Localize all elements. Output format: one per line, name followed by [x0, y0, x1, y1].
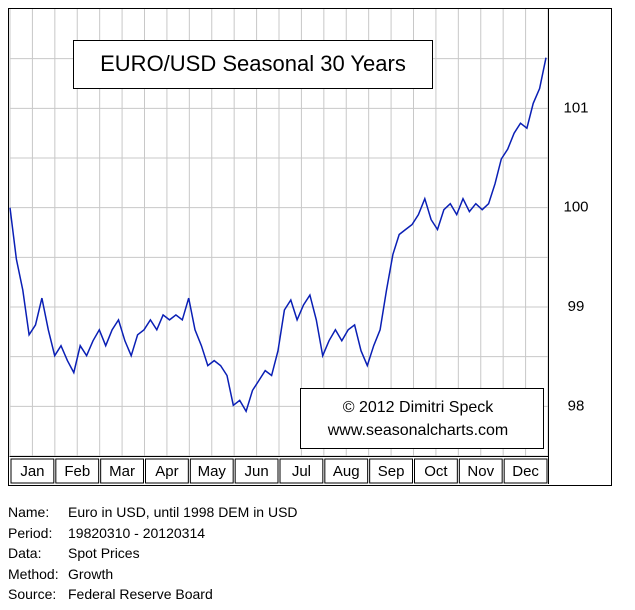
x-tick-label: Mar	[109, 463, 135, 480]
x-tick-label: Feb	[64, 463, 90, 480]
y-tick-label: 98	[568, 397, 585, 414]
info-value: 19820310 - 20120314	[68, 524, 206, 541]
month-cell	[145, 458, 189, 484]
month-cell	[503, 458, 548, 484]
info-label: Method:	[8, 565, 59, 582]
title-box	[73, 40, 433, 89]
info-row: Data: Spot Prices	[8, 543, 298, 564]
annotation-box	[300, 388, 544, 449]
info-label: Name:	[8, 504, 50, 520]
x-tick-label: Dec	[512, 463, 539, 480]
info-value: Euro in USD, until 1998 DEM in USD	[68, 504, 298, 520]
month-cell	[279, 458, 324, 484]
info-value: Federal Reserve Board	[68, 586, 213, 602]
chart-title: EURO/USD Seasonal 30 Years	[100, 51, 406, 76]
info-value: Spot Prices	[68, 545, 140, 561]
x-tick-label: Nov	[467, 463, 494, 480]
info-label: Data:	[8, 545, 42, 561]
month-cell	[414, 458, 458, 484]
x-tick-label: Jul	[292, 463, 311, 480]
month-cell	[189, 458, 234, 484]
x-tick-label: Oct	[424, 463, 448, 480]
month-cell	[10, 458, 55, 484]
x-tick-label: Jan	[20, 463, 44, 480]
x-tick-label: May	[198, 463, 227, 480]
info-row: Source: Federal Reserve Board	[8, 584, 298, 605]
x-tick-label: Apr	[155, 463, 178, 480]
month-cell	[458, 458, 503, 484]
x-tick-label: Aug	[333, 463, 360, 480]
y-tick-label: 99	[568, 298, 585, 315]
x-tick-label: Jun	[244, 463, 268, 480]
y-tick-label: 101	[563, 99, 588, 116]
month-cell	[369, 458, 413, 484]
y-tick-label: 100	[563, 199, 588, 216]
line-series	[9, 57, 547, 414]
month-cell	[100, 458, 144, 484]
chart: EURO/USD Seasonal 30 Years © 2012 Dimitr…	[8, 8, 612, 486]
month-cell	[324, 458, 369, 484]
annotation: © 2012 Dimitri Speck	[343, 399, 495, 416]
annotation: www.seasonalcharts.com	[327, 422, 509, 439]
info-row: Period: 19820310 - 20120314	[8, 523, 298, 544]
info-panel: Name: Euro in USD, until 1998 DEM in USD P…	[8, 502, 298, 605]
info-value: Growth	[68, 565, 114, 582]
info-label: Source:	[8, 586, 57, 602]
month-cell	[55, 458, 100, 484]
x-tick-label: Sep	[378, 463, 405, 480]
info-row: Method: Growth	[8, 564, 298, 585]
info-row: Name: Euro in USD, until 1998 DEM in USD	[8, 502, 298, 523]
info-label: Period:	[8, 524, 53, 541]
month-cell	[234, 458, 279, 484]
